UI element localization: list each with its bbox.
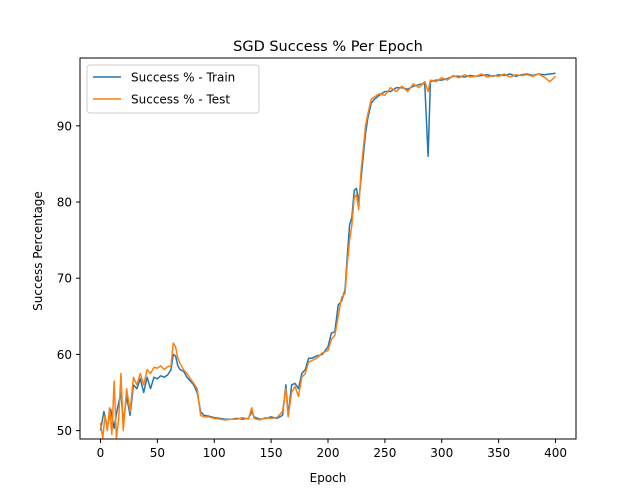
y-tick-label: 60 [57, 348, 72, 362]
legend-label-test: Success % - Test [131, 93, 230, 107]
series-line-test [99, 73, 557, 439]
plot-area [79, 57, 577, 440]
legend-label-train: Success % - Train [131, 71, 235, 85]
x-tick-label: 100 [203, 446, 226, 460]
legend-box [86, 64, 260, 114]
y-tick-label: 50 [57, 424, 72, 438]
x-tick-label: 300 [430, 446, 453, 460]
x-axis-ticks: 0 50 100 150 200 250 300 350 400 [97, 439, 567, 460]
axes-background [80, 58, 576, 439]
y-axis-label: Success Percentage [31, 191, 45, 311]
x-tick-label: 250 [373, 446, 396, 460]
x-tick-label: 350 [487, 446, 510, 460]
y-tick-label: 80 [57, 196, 72, 210]
x-tick-label: 0 [97, 446, 105, 460]
x-tick-label: 400 [544, 446, 567, 460]
y-tick-label: 90 [57, 119, 72, 133]
chart-title: SGD Success % Per Epoch [233, 39, 423, 55]
series-layer [99, 72, 557, 439]
legend: Success % - Train Success % - Test [86, 64, 260, 114]
x-tick-label: 150 [260, 446, 283, 460]
y-axis-ticks: 50 60 70 80 90 [57, 119, 80, 438]
x-tick-label: 50 [150, 446, 165, 460]
x-axis-label: Epoch [310, 471, 347, 485]
y-tick-label: 70 [57, 272, 72, 286]
x-tick-label: 200 [317, 446, 340, 460]
